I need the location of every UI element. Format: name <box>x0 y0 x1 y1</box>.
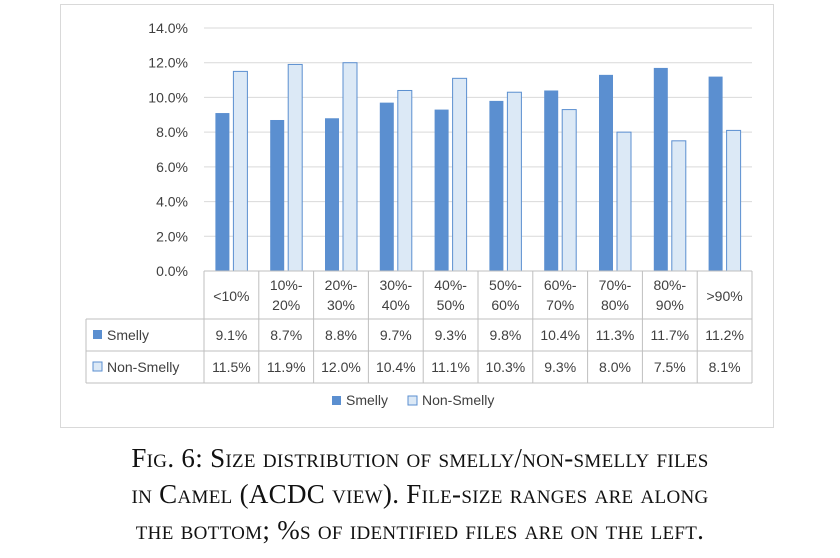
bar-smelly <box>489 100 504 272</box>
y-tick-label: 10.0% <box>148 89 188 105</box>
bar-non-smelly <box>561 109 577 272</box>
x-category-label: 80%- <box>653 277 686 293</box>
data-label: 11.2% <box>705 327 744 343</box>
data-label: 8.7% <box>270 327 302 343</box>
x-category-label: 70%- <box>599 277 632 293</box>
data-label: 11.5% <box>212 359 251 375</box>
x-category-label: 40%- <box>434 277 467 293</box>
table-legend-key <box>92 361 103 372</box>
bar-smelly <box>215 113 230 271</box>
legend-key <box>407 395 418 406</box>
bar-smelly <box>544 90 559 271</box>
caption-line-2: in Camel (ACDC view). File-size ranges a… <box>131 479 709 509</box>
data-label: 11.1% <box>431 359 470 375</box>
x-category-label: 60% <box>491 297 519 313</box>
x-category-label: 40% <box>382 297 410 313</box>
data-label: 7.5% <box>654 359 686 375</box>
size-distribution-chart: 0.0% 2.0% 4.0% 6.0% 8.0% 10.0% 12.0% 14.0% <10% 1… <box>85 20 753 408</box>
legend-label: Smelly <box>346 392 388 408</box>
x-category-label: 20% <box>272 297 300 313</box>
x-category-label: 50% <box>437 297 465 313</box>
data-label: 9.3% <box>544 359 576 375</box>
chart-frame: 0.0% 2.0% 4.0% 6.0% 8.0% 10.0% 12.0% 14.0% <10% 1… <box>60 4 774 428</box>
x-category-label: 10%- <box>270 277 303 293</box>
y-tick-label: 2.0% <box>156 228 188 244</box>
data-label: 11.7% <box>650 327 689 343</box>
y-tick-label: 14.0% <box>148 20 188 36</box>
x-category-label: 30% <box>327 297 355 313</box>
bar-non-smelly <box>616 131 632 272</box>
bar-non-smelly <box>342 62 358 272</box>
bar-non-smelly <box>506 91 522 272</box>
bar-smelly <box>653 67 668 271</box>
x-category-label: 70% <box>546 297 574 313</box>
bar-non-smelly <box>726 129 742 272</box>
y-tick-label: 12.0% <box>148 55 188 71</box>
caption-line-1: Fig. 6: Size distribution of smelly/non-… <box>131 443 709 473</box>
x-category-label: 30%- <box>379 277 412 293</box>
bar-non-smelly <box>671 140 687 272</box>
x-category-label: 80% <box>601 297 629 313</box>
data-label: 11.3% <box>596 327 635 343</box>
bar-non-smelly <box>232 70 248 272</box>
bar-smelly <box>599 74 613 271</box>
legend-key <box>332 396 341 405</box>
data-label: 10.4% <box>540 327 580 343</box>
table-series-name: Non-Smelly <box>107 359 179 375</box>
table-series-name: Smelly <box>107 327 149 343</box>
data-label: 10.4% <box>376 359 416 375</box>
bar-smelly <box>270 119 285 271</box>
figure-caption: Fig. 6: Size distribution of smelly/non-… <box>0 440 840 548</box>
y-tick-label: 8.0% <box>156 124 188 140</box>
x-category-label: <10% <box>213 288 249 304</box>
bar-smelly <box>708 76 723 271</box>
data-label: 12.0% <box>321 359 361 375</box>
x-category-label: 50%- <box>489 277 522 293</box>
x-category-label: 60%- <box>544 277 577 293</box>
data-label: 9.3% <box>435 327 467 343</box>
x-category-label: >90% <box>706 288 742 304</box>
table-legend-key <box>93 330 102 339</box>
data-label: 9.7% <box>380 327 412 343</box>
bar-smelly <box>434 109 449 271</box>
bar-non-smelly <box>452 77 468 272</box>
x-category-label: 20%- <box>325 277 358 293</box>
bar-smelly <box>379 102 394 271</box>
data-label: 8.1% <box>709 359 741 375</box>
data-label: 9.8% <box>489 327 521 343</box>
legend-label: Non-Smelly <box>422 392 494 408</box>
data-label: 11.9% <box>267 359 306 375</box>
y-tick-label: 6.0% <box>156 159 188 175</box>
y-tick-label: 0.0% <box>156 263 188 279</box>
data-label: 8.0% <box>599 359 631 375</box>
data-label: 8.8% <box>325 327 357 343</box>
caption-line-3: the bottom; %s of identified files are o… <box>135 515 705 545</box>
data-label: 10.3% <box>486 359 526 375</box>
y-tick-label: 4.0% <box>156 194 188 210</box>
bar-non-smelly <box>287 63 303 272</box>
x-category-label: 90% <box>656 297 684 313</box>
bar-smelly <box>325 118 339 271</box>
data-label: 9.1% <box>215 327 247 343</box>
bar-non-smelly <box>397 89 413 272</box>
